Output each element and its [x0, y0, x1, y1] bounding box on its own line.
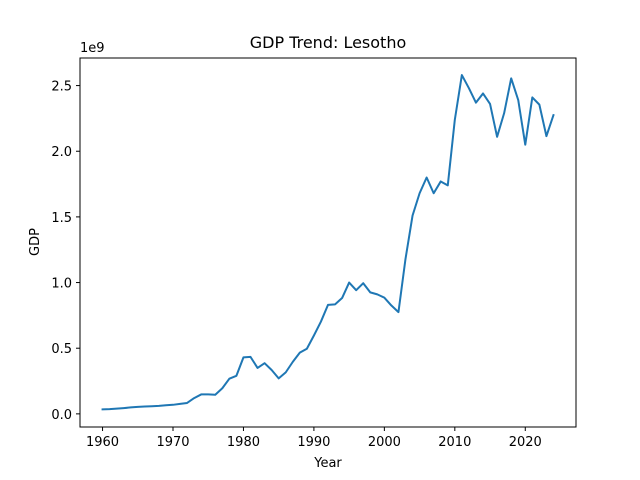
y-axis: 0.0 0.5 1.0 1.5 2.0 2.5 — [51, 80, 80, 423]
y-tick-label: 0.0 — [51, 408, 72, 423]
y-offset-label: 1e9 — [80, 41, 105, 56]
y-tick-label: 2.0 — [51, 145, 72, 160]
chart-title: GDP Trend: Lesotho — [250, 33, 407, 52]
gdp-series-line — [101, 74, 555, 411]
x-axis-label: Year — [313, 456, 342, 471]
x-tick-label: 2000 — [368, 435, 401, 450]
x-axis: 1960 1970 1980 1990 2000 2010 2020 — [86, 427, 542, 450]
x-tick-label: 1970 — [156, 435, 189, 450]
y-tick-label: 0.5 — [51, 342, 72, 357]
x-tick-label: 2020 — [509, 435, 542, 450]
y-tick-label: 2.5 — [51, 80, 72, 95]
y-tick-label: 1.0 — [51, 277, 72, 292]
y-axis-label: GDP — [28, 228, 43, 256]
y-tick-label: 1.5 — [51, 211, 72, 226]
x-tick-label: 1980 — [227, 435, 260, 450]
x-tick-label: 1960 — [86, 435, 119, 450]
plot-frame — [79, 57, 577, 428]
plot-area — [101, 74, 555, 411]
x-tick-label: 2010 — [438, 435, 471, 450]
x-tick-label: 1990 — [297, 435, 330, 450]
